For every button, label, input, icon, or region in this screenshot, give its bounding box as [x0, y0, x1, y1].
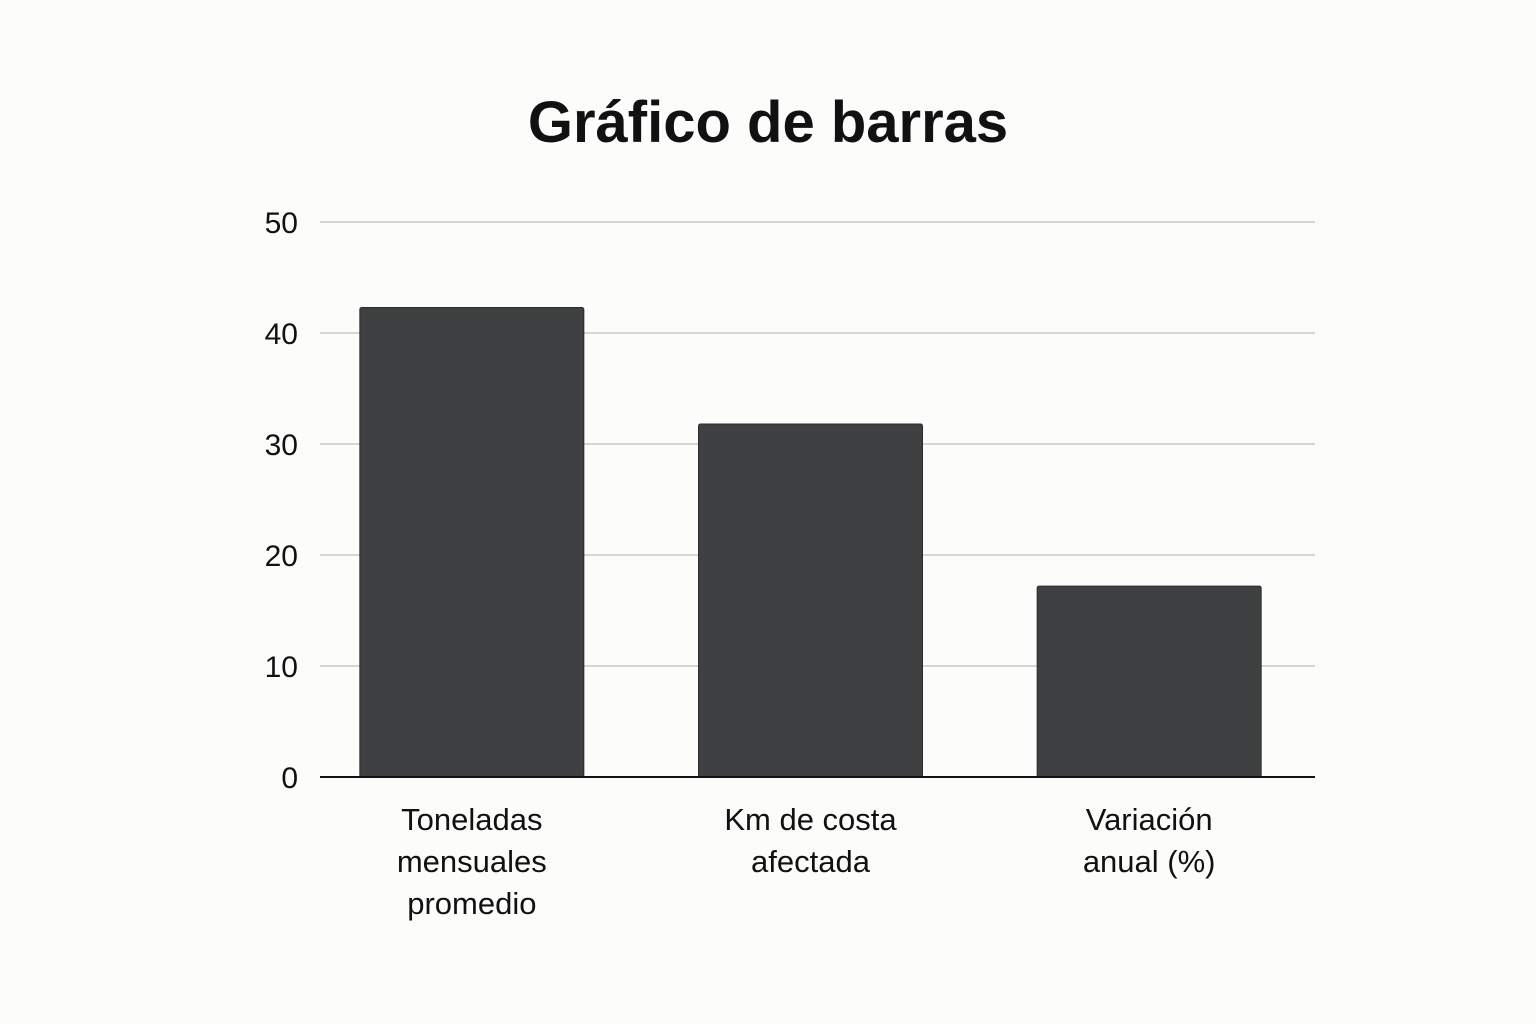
x-category-label-line: promedio — [407, 886, 536, 921]
y-tick-label: 0 — [281, 762, 298, 795]
y-axis-ticks: 0 10 20 30 40 50 — [265, 207, 298, 795]
bars — [359, 306, 1262, 778]
x-axis-categories: Toneladas mensuales promedio Km de costa afe… — [397, 802, 1216, 921]
bar — [359, 306, 585, 778]
y-tick-label: 20 — [265, 540, 298, 573]
x-category-label-line: Km de costa — [724, 802, 897, 837]
bar — [1036, 585, 1262, 778]
chart-title: Gráfico de barras — [528, 90, 1008, 155]
x-category-label: Km de costa afectada — [724, 802, 897, 879]
y-tick-label: 50 — [265, 207, 298, 240]
bar — [698, 423, 923, 778]
x-category-label-line: afectada — [751, 844, 871, 879]
y-tick-label: 30 — [265, 429, 298, 462]
x-category-label: Variación anual (%) — [1083, 802, 1216, 879]
x-category-label-line: mensuales — [397, 844, 547, 879]
y-tick-label: 10 — [265, 651, 298, 684]
x-category-label-line: Variación — [1086, 802, 1213, 837]
x-category-label-line: Toneladas — [401, 802, 542, 837]
x-category-label-line: anual (%) — [1083, 844, 1216, 879]
x-category-label: Toneladas mensuales promedio — [397, 802, 547, 921]
y-tick-label: 40 — [265, 318, 298, 351]
